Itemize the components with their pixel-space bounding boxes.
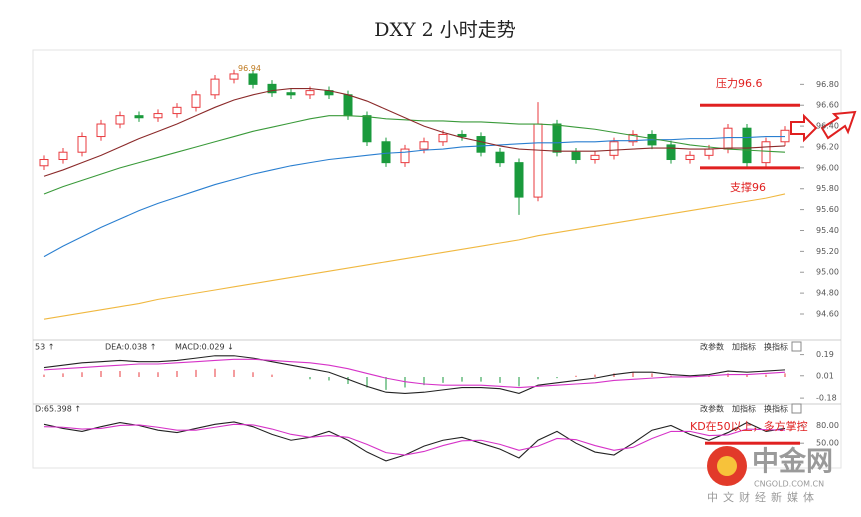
y-tick-label: 94.80 (816, 289, 839, 298)
candle-body (343, 94, 353, 117)
candle-body (115, 115, 125, 125)
y-tick-label: 0.01 (816, 371, 834, 380)
candle-body (153, 113, 163, 119)
candle-body (514, 162, 524, 198)
candle-body (704, 148, 714, 156)
annotation: 压力96.6 (716, 77, 763, 90)
slogan: 中文财经新媒体 (707, 490, 819, 504)
candle-body (495, 151, 505, 164)
candle-body (571, 151, 581, 161)
arrow (820, 110, 857, 140)
candle-body (362, 115, 372, 143)
arrow (790, 113, 818, 143)
y-tick-label: 95.00 (816, 268, 839, 277)
domain: CNGOLD.COM.CN (754, 480, 824, 489)
annotation: 支撑96 (730, 180, 766, 194)
y-tick-label: 96.20 (816, 142, 839, 151)
y-tick-label: 95.80 (816, 184, 839, 193)
candle-body (267, 83, 277, 94)
indicator-line (43, 421, 786, 462)
y-tick-label: 96.80 (816, 80, 839, 89)
candle-body (381, 141, 391, 164)
candle-body (400, 148, 410, 164)
candle-body (229, 73, 239, 80)
y-tick-label: 95.40 (816, 226, 839, 235)
indicator-header: 53 ↑ (35, 343, 54, 352)
indicator-header: DEA:0.038 ↑ (105, 343, 156, 352)
chart-frame (32, 49, 842, 469)
candle-body (723, 127, 733, 150)
close-button[interactable] (791, 341, 802, 352)
candle-body (58, 151, 68, 161)
indicator-header: MACD:0.029 ↓ (175, 343, 234, 352)
y-tick-label: 80.00 (816, 421, 839, 430)
candle-body (438, 133, 448, 143)
close-button[interactable] (791, 403, 802, 414)
indicator-line (43, 355, 786, 394)
candle-body (305, 90, 315, 96)
arrows (790, 110, 857, 143)
panel-button[interactable]: 换指标 (764, 404, 788, 414)
y-tick-label: 50.00 (816, 439, 839, 448)
y-tick-label: 95.60 (816, 205, 839, 214)
logo-inner (717, 456, 737, 476)
candle-body (172, 106, 182, 115)
candle-body (628, 133, 638, 143)
annotation: KD在50以上，多方掌控 (690, 419, 808, 433)
high-label: 96.94 (238, 64, 261, 73)
candle-body (590, 154, 600, 161)
panel-button[interactable]: 加指标 (732, 404, 756, 414)
candle-body (39, 159, 49, 167)
indicator-header: D:65.398 ↑ (35, 405, 81, 414)
candle-body (533, 123, 543, 198)
annotation-line (705, 441, 800, 445)
indicator-line (43, 193, 786, 320)
brand: 中金网 (752, 446, 833, 478)
y-tick-label: 96.00 (816, 163, 839, 172)
indicator-line (43, 87, 786, 177)
y-tick-label: 0.19 (816, 350, 834, 359)
y-tick-label: -0.18 (816, 394, 837, 403)
candle-body (552, 123, 562, 153)
y-tick-label: 95.20 (816, 247, 839, 256)
indicator-line (43, 115, 786, 195)
candle-body (77, 136, 87, 153)
panel-button[interactable]: 加指标 (732, 342, 756, 352)
annotation-line (700, 166, 800, 170)
candle-body (286, 92, 296, 96)
panel-button[interactable]: 改参数 (700, 404, 724, 414)
panel-button[interactable]: 换指标 (764, 342, 788, 352)
candle-body (685, 154, 695, 161)
candle-body (457, 133, 467, 138)
candle-body (134, 115, 144, 119)
y-tick-label: 94.60 (816, 309, 839, 318)
panel-button[interactable]: 改参数 (700, 342, 724, 352)
candle-body (666, 144, 676, 161)
candle-body (248, 73, 258, 85)
annotation-line (700, 103, 800, 107)
candle-body (96, 123, 106, 138)
candle-body (761, 141, 771, 164)
indicator-line (43, 358, 786, 389)
candle-body (191, 94, 201, 108)
candle-body (609, 141, 619, 156)
candle-body (476, 136, 486, 153)
title: DXY 2 小时走势 (374, 19, 515, 41)
y-tick-label: 96.40 (816, 122, 839, 131)
y-tick-label: 96.60 (816, 101, 839, 110)
indicator-line (43, 423, 786, 456)
watermark: 中金网 CNGOLD.COM.CN 中文财经新媒体 (707, 446, 833, 504)
candle-body (742, 127, 752, 164)
candle-body (419, 141, 429, 150)
candle-body (210, 78, 220, 96)
